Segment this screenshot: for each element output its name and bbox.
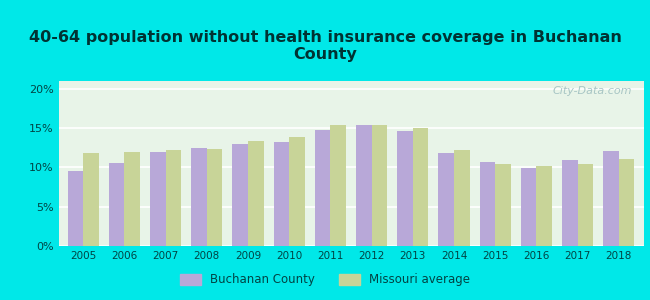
Bar xyxy=(578,164,593,246)
Bar xyxy=(109,163,124,246)
Bar xyxy=(289,137,305,246)
Bar xyxy=(372,125,387,246)
Bar xyxy=(356,125,372,246)
Text: City-Data.com: City-Data.com xyxy=(552,86,632,96)
Bar xyxy=(536,166,552,246)
Bar xyxy=(124,152,140,246)
Bar xyxy=(150,152,166,246)
Bar xyxy=(480,162,495,246)
Bar xyxy=(232,144,248,246)
Bar xyxy=(330,125,346,246)
Bar xyxy=(413,128,428,246)
Bar xyxy=(207,149,222,246)
Bar xyxy=(68,171,83,246)
Bar xyxy=(438,152,454,246)
Bar xyxy=(454,150,470,246)
Bar xyxy=(315,130,330,246)
Bar xyxy=(191,148,207,246)
Bar xyxy=(397,130,413,246)
Text: 40-64 population without health insurance coverage in Buchanan
County: 40-64 population without health insuranc… xyxy=(29,30,621,62)
Bar xyxy=(619,159,634,246)
Bar xyxy=(495,164,511,246)
Bar xyxy=(274,142,289,246)
Legend: Buchanan County, Missouri average: Buchanan County, Missouri average xyxy=(175,269,475,291)
Bar xyxy=(248,141,264,246)
Bar xyxy=(521,168,536,246)
Bar xyxy=(83,153,99,246)
Bar xyxy=(562,160,578,246)
Bar xyxy=(603,151,619,246)
Bar xyxy=(166,150,181,246)
